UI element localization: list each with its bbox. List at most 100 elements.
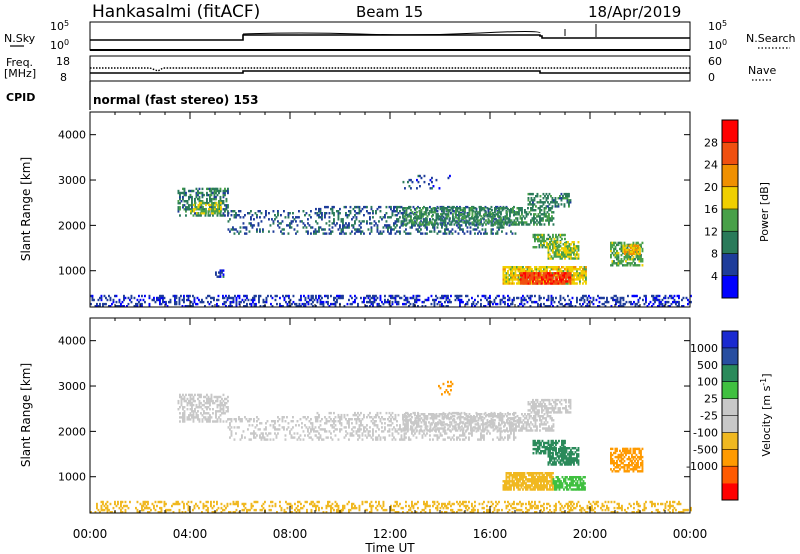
data-cell [163,300,166,304]
data-cell [375,222,377,225]
data-cell [366,424,368,427]
data-cell [188,416,190,419]
data-cell [432,223,435,226]
data-cell [474,213,477,216]
data-cell [375,212,377,215]
data-cell [511,300,514,304]
data-cell [551,201,554,204]
data-cell [336,294,338,298]
data-cell [246,294,248,298]
data-cell [429,230,431,233]
data-cell [471,217,474,220]
data-cell [185,210,187,213]
data-cell [437,215,439,218]
data-cell [649,300,652,304]
data-cell [203,410,205,413]
data-cell [469,222,472,225]
data-cell [185,200,187,203]
data-cell [435,222,437,225]
data-cell [533,272,536,275]
data-cell [396,502,398,506]
data-cell [330,424,332,427]
data-cell [495,221,498,224]
data-cell [120,500,122,504]
data-cell [435,213,438,216]
data-cell [440,223,442,226]
data-cell [324,228,326,231]
data-cell [210,208,213,211]
data-cell [549,245,551,248]
data-cell [477,223,480,226]
data-cell [250,224,252,227]
data-cell [504,296,506,300]
data-cell [178,302,181,306]
data-cell [204,504,206,508]
data-cell [331,426,334,429]
data-cell [100,508,103,512]
data-cell [447,213,450,216]
data-cell [298,302,301,306]
data-cell [488,213,490,216]
data-cell [339,294,341,298]
data-cell [557,203,560,206]
data-cell [499,302,502,306]
data-cell [416,207,418,210]
data-cell [402,438,404,441]
data-cell [363,214,365,217]
data-cell [613,506,616,510]
data-cell [360,296,362,300]
data-cell [527,272,530,275]
data-cell [340,511,343,514]
data-cell [235,300,238,304]
data-cell [423,300,425,304]
data-cell [349,302,352,306]
data-cell [215,187,217,191]
data-cell [207,418,210,421]
data-cell [345,434,347,437]
data-cell [186,298,188,302]
data-cell [339,422,341,425]
data-cell [669,500,671,504]
data-cell [315,230,317,233]
data-cell [187,296,190,300]
data-cell [327,504,329,508]
data-cell [346,224,349,227]
data-cell [274,298,277,302]
data-cell [322,428,325,431]
data-cell [179,195,181,199]
data-cell [394,232,397,235]
data-cell [358,224,361,227]
data-cell [375,298,377,302]
data-cell [530,221,532,224]
data-cell [510,230,512,233]
data-cell [456,217,459,220]
data-cell [568,266,571,269]
data-cell [543,270,545,273]
power-ylabel: Slant Range [km] [19,157,33,261]
data-cell [334,504,337,508]
data-cell [198,195,201,199]
data-cell [219,269,222,272]
data-cell [568,504,571,508]
data-cell [624,508,626,512]
data-cell [568,257,571,260]
data-cell [388,205,391,209]
data-cell [531,280,533,283]
data-cell [502,216,505,219]
data-cell [379,298,382,302]
data-cell [549,270,551,273]
data-cell [538,500,541,504]
data-cell [325,300,328,304]
data-cell [352,224,355,227]
data-cell [399,502,401,506]
data-cell [420,176,423,180]
data-cell [410,187,412,190]
data-cell [498,228,500,231]
data-cell [526,270,529,273]
data-cell [562,276,564,279]
data-cell [340,218,343,221]
data-cell [180,397,183,401]
data-cell [144,300,146,304]
data-cell [532,300,535,304]
data-cell [403,434,406,437]
